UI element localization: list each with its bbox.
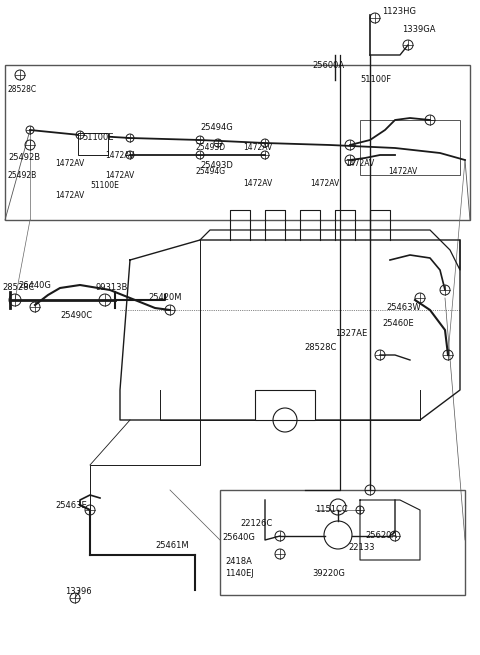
Text: 1472AV: 1472AV — [388, 168, 417, 176]
Text: 1472AV: 1472AV — [55, 191, 84, 200]
Text: 25420M: 25420M — [148, 293, 181, 303]
Text: 99313B: 99313B — [95, 284, 127, 293]
Text: 25493D: 25493D — [195, 143, 225, 153]
Text: 25494G: 25494G — [200, 124, 233, 132]
Text: 22126C: 22126C — [240, 519, 272, 529]
Text: 28528C: 28528C — [2, 284, 35, 293]
Text: 1151CC: 1151CC — [315, 504, 348, 514]
Bar — [5, 65, 470, 220]
Text: 13396: 13396 — [65, 588, 92, 597]
Text: 26440G: 26440G — [18, 280, 51, 290]
Text: 1472AV: 1472AV — [243, 143, 272, 153]
Text: 1472AV: 1472AV — [105, 170, 134, 179]
Text: 1339GA: 1339GA — [402, 26, 435, 35]
Text: 28528C: 28528C — [304, 343, 336, 352]
Text: 1472AV: 1472AV — [243, 179, 272, 187]
Text: 25493D: 25493D — [200, 160, 233, 170]
Text: 25640G: 25640G — [222, 534, 255, 542]
Text: 1472AV: 1472AV — [310, 179, 339, 187]
Text: 1472AV: 1472AV — [345, 159, 374, 168]
Text: 51100E: 51100E — [82, 134, 113, 143]
Text: 25461M: 25461M — [155, 540, 189, 550]
Text: 25463E: 25463E — [55, 500, 87, 510]
Text: 51100F: 51100F — [360, 75, 391, 84]
Text: 25490C: 25490C — [60, 312, 92, 320]
Bar — [220, 490, 465, 595]
Text: 51100E: 51100E — [90, 181, 119, 189]
Text: 25494G: 25494G — [195, 168, 225, 176]
Text: 1472AV: 1472AV — [105, 151, 134, 160]
Text: 25620A: 25620A — [365, 531, 397, 540]
Text: 25492B: 25492B — [8, 153, 40, 162]
Bar — [360, 120, 460, 175]
Text: 25460E: 25460E — [382, 320, 414, 329]
Text: 1472AV: 1472AV — [55, 159, 84, 168]
Text: 25463W: 25463W — [386, 303, 421, 312]
Text: 1327AE: 1327AE — [335, 329, 367, 339]
Text: 22133: 22133 — [348, 544, 374, 553]
Text: 28528C: 28528C — [8, 86, 37, 94]
Text: 1140EJ: 1140EJ — [225, 569, 254, 578]
Text: 25600A: 25600A — [312, 60, 344, 69]
Bar — [78, 133, 108, 155]
Text: 39220G: 39220G — [312, 569, 345, 578]
Text: 1123HG: 1123HG — [382, 7, 416, 16]
Text: 2418A: 2418A — [225, 557, 252, 567]
Text: 25492B: 25492B — [8, 170, 37, 179]
Bar — [255, 390, 315, 420]
